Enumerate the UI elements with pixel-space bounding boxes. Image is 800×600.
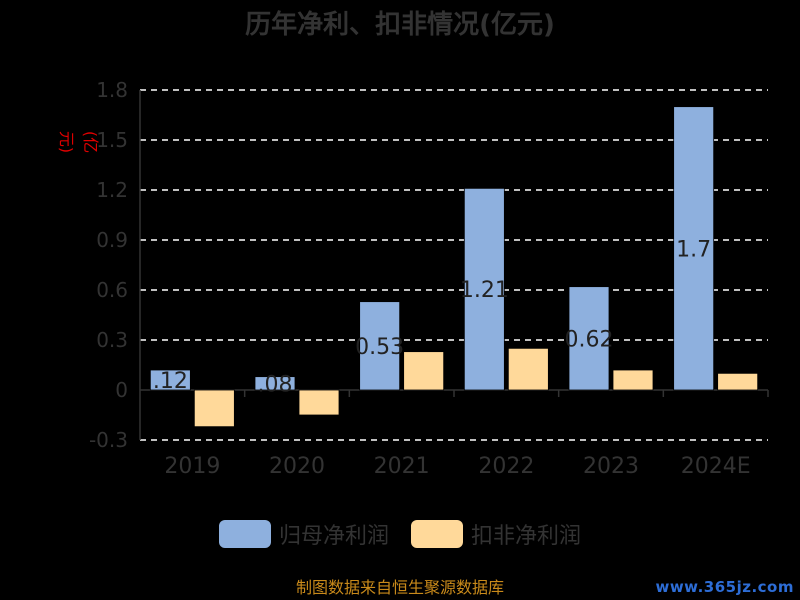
y-tick-label: 1.8 (96, 78, 128, 102)
y-tick-label: 0.6 (96, 278, 128, 302)
y-tick-label: 0.3 (96, 328, 128, 352)
x-tick-label: 2022 (478, 454, 534, 479)
legend-label-series-2: 扣非净利润 (471, 524, 582, 549)
y-tick-label: -0.3 (89, 428, 128, 452)
data-label: 0.62 (565, 327, 614, 352)
x-tick-label: 2024E (681, 454, 751, 479)
chart-title: 历年净利、扣非情况(亿元) (245, 10, 555, 40)
legend-swatch-series-2 (411, 520, 463, 548)
y-axis-label: (亿元) (57, 130, 100, 154)
y-tick-label: 1.2 (96, 178, 128, 202)
bar-series-1 (673, 106, 715, 391)
bar-series-2 (403, 351, 445, 391)
source-note: 制图数据来自恒生聚源数据库 (295, 578, 504, 597)
data-label: 1.7 (676, 237, 711, 262)
bar-series-2 (612, 369, 654, 391)
y-tick-label: 0.9 (96, 228, 128, 252)
bar-series-1 (359, 301, 401, 391)
y-tick-label: 1.5 (96, 128, 128, 152)
legend-item-series-1[interactable]: 归母净利润 (218, 518, 389, 550)
bar-series-1 (149, 369, 191, 391)
data-label: 0.53 (355, 335, 404, 360)
bar-series-1 (463, 187, 505, 391)
x-tick-label: 2020 (269, 454, 325, 479)
legend: 归母净利润 扣非净利润 (0, 518, 800, 550)
watermark: www.365jz.com (655, 578, 794, 596)
data-label: .08 (258, 372, 293, 397)
data-label: 1.21 (460, 278, 509, 303)
x-tick-label: 2021 (374, 454, 430, 479)
legend-swatch-series-1 (218, 520, 271, 548)
bar-series-2 (507, 347, 549, 391)
y-tick-label: 0 (115, 378, 128, 402)
bar-series-1 (254, 376, 296, 391)
legend-item-series-2[interactable]: 扣非净利润 (411, 518, 581, 550)
bar-series-1 (568, 286, 610, 391)
x-tick-label: 2019 (164, 454, 220, 479)
x-tick-label: 2023 (583, 454, 639, 479)
bar-series-2 (193, 389, 235, 428)
legend-label-series-1: 归母净利润 (278, 524, 389, 549)
bar-series-2 (717, 372, 759, 391)
data-label: .12 (153, 369, 188, 394)
bar-series-2 (298, 389, 340, 416)
